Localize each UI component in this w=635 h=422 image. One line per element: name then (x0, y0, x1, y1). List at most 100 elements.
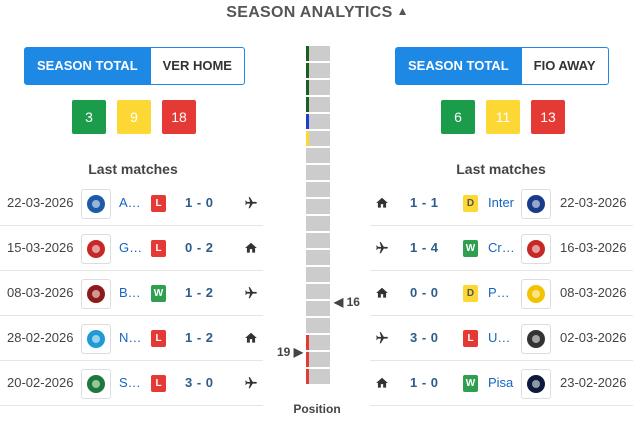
result-badge: W (151, 285, 166, 302)
team-logo (521, 369, 551, 399)
match-date: 20-02-2026 (7, 375, 74, 390)
plane-icon (243, 361, 259, 405)
standings-cell (306, 216, 330, 231)
section-title: SEASON ANALYTICS (226, 4, 393, 21)
standings-cell (306, 284, 330, 299)
section-header[interactable]: SEASON ANALYTICS ▲ (0, 4, 635, 22)
match-date: 08-03-2026 (7, 285, 74, 300)
match-date: 23-02-2026 (560, 375, 627, 390)
standings-cell (306, 80, 330, 95)
zone-marker (306, 63, 309, 78)
home-icon (243, 316, 259, 360)
match-date: 15-03-2026 (7, 240, 74, 255)
home-record-badges: 3 9 18 (72, 100, 196, 134)
match-score: 0 - 0 (410, 285, 439, 300)
home-tabs: SEASON TOTAL VER HOME (24, 47, 245, 85)
result-badge: L (463, 330, 478, 347)
standings-cell (306, 114, 330, 129)
home-position-marker: 19 ▶ (277, 345, 303, 359)
standings-ladder (306, 46, 330, 386)
opponent-name[interactable]: Udinese (488, 330, 516, 345)
standings-cell (306, 63, 330, 78)
standings-cell (306, 335, 330, 350)
match-score: 1 - 0 (185, 195, 214, 210)
team-logo (81, 189, 111, 219)
home-draws-badge: 9 (117, 100, 151, 134)
standings-cell (306, 318, 330, 333)
match-score: 1 - 4 (410, 240, 439, 255)
match-score: 1 - 0 (410, 375, 439, 390)
chevron-up-icon[interactable]: ▲ (396, 4, 409, 18)
team-logo (81, 234, 111, 264)
standings-cell (306, 131, 330, 146)
away-matches-list: 22-03-2026 Inter D 1 - 1 16-03-2026 Cremonese… (370, 181, 633, 406)
match-row[interactable]: 20-02-2026 Sassuolo L 3 - 0 (0, 361, 263, 406)
opponent-name[interactable]: Pisa (488, 375, 514, 390)
standings-cell (306, 250, 330, 265)
away-tab-fio-away[interactable]: FIO AWAY (521, 47, 609, 85)
away-tab-season-total[interactable]: SEASON TOTAL (395, 47, 522, 85)
result-badge: L (151, 195, 166, 212)
plane-icon (374, 226, 390, 270)
home-tab-ver-home[interactable]: VER HOME (150, 47, 245, 85)
team-logo (81, 324, 111, 354)
plane-icon (243, 271, 259, 315)
opponent-name[interactable]: Sassuolo (119, 375, 143, 390)
match-score: 0 - 2 (185, 240, 214, 255)
zone-marker (306, 46, 309, 61)
team-logo (521, 279, 551, 309)
away-losses-badge: 13 (531, 100, 565, 134)
opponent-name[interactable]: Parma (488, 285, 516, 300)
match-date: 22-03-2026 (560, 195, 627, 210)
home-position-value: 19 (277, 345, 291, 359)
result-badge: L (151, 330, 166, 347)
result-badge: W (463, 375, 478, 392)
result-badge: W (463, 240, 478, 257)
zone-marker (306, 335, 309, 350)
standings-cell (306, 352, 330, 367)
opponent-name[interactable]: Bologna (119, 285, 143, 300)
away-draws-badge: 11 (486, 100, 520, 134)
home-icon (243, 226, 259, 270)
opponent-name[interactable]: Napoli (119, 330, 143, 345)
opponent-name[interactable]: Atalanta (119, 195, 143, 210)
home-losses-badge: 18 (162, 100, 196, 134)
match-score: 1 - 2 (185, 330, 214, 345)
plane-icon (243, 181, 259, 225)
match-row[interactable]: 08-03-2026 Parma D 0 - 0 (370, 271, 633, 316)
away-wins-badge: 6 (441, 100, 475, 134)
match-row[interactable]: 28-02-2026 Napoli L 1 - 2 (0, 316, 263, 361)
home-tab-season-total[interactable]: SEASON TOTAL (24, 47, 151, 85)
opponent-name[interactable]: Cremonese (488, 240, 516, 255)
away-last-matches-title: Last matches (456, 161, 546, 177)
result-badge: L (151, 240, 166, 257)
home-icon (374, 271, 390, 315)
plane-icon (374, 316, 390, 360)
result-badge: D (463, 195, 478, 212)
team-logo (81, 369, 111, 399)
standings-cell (306, 199, 330, 214)
match-score: 3 - 0 (185, 375, 214, 390)
opponent-name[interactable]: Genoa (119, 240, 143, 255)
home-wins-badge: 3 (72, 100, 106, 134)
standings-cell (306, 165, 330, 180)
standings-cell (306, 233, 330, 248)
match-date: 08-03-2026 (560, 285, 627, 300)
opponent-name[interactable]: Inter (488, 195, 515, 210)
standings-cell (306, 182, 330, 197)
match-row[interactable]: 16-03-2026 Cremonese W 1 - 4 (370, 226, 633, 271)
result-badge: D (463, 285, 478, 302)
home-last-matches-title: Last matches (88, 161, 178, 177)
standings-cell (306, 267, 330, 282)
match-row[interactable]: 08-03-2026 Bologna W 1 - 2 (0, 271, 263, 316)
match-date: 02-03-2026 (560, 330, 627, 345)
match-row[interactable]: 23-02-2026 Pisa W 1 - 0 (370, 361, 633, 406)
match-row[interactable]: 15-03-2026 Genoa L 0 - 2 (0, 226, 263, 271)
zone-marker (306, 369, 309, 384)
match-row[interactable]: 22-03-2026 Atalanta L 1 - 0 (0, 181, 263, 226)
match-row[interactable]: 02-03-2026 Udinese L 3 - 0 (370, 316, 633, 361)
team-logo (521, 234, 551, 264)
match-date: 28-02-2026 (7, 330, 74, 345)
match-score: 1 - 1 (410, 195, 439, 210)
match-row[interactable]: 22-03-2026 Inter D 1 - 1 (370, 181, 633, 226)
